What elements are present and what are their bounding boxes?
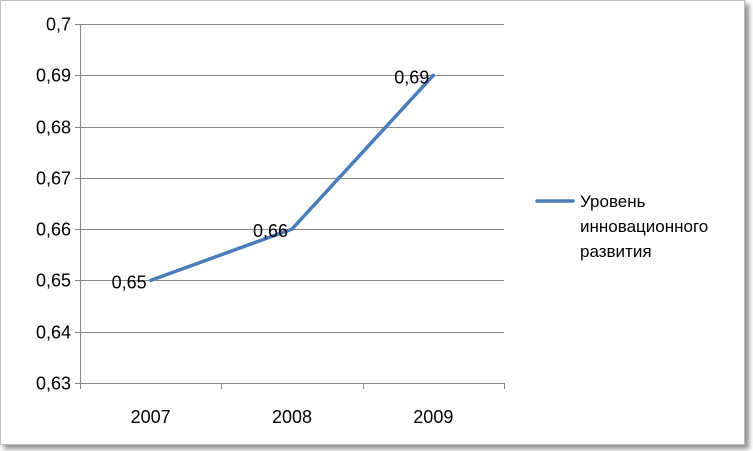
data-label: 0,65 — [112, 272, 147, 292]
y-tick-labels: 0,63 0,64 0,65 0,66 0,67 0,68 0,69 0,7 — [36, 15, 71, 394]
series-lines — [148, 73, 436, 283]
y-tick-label: 0,67 — [36, 169, 71, 189]
series-line — [148, 73, 436, 283]
axes — [75, 24, 505, 389]
x-tick-label: 2008 — [272, 407, 312, 427]
y-tick-label: 0,69 — [36, 66, 71, 86]
data-labels: 0,65 0,66 0,69 — [112, 67, 430, 292]
data-label: 0,66 — [253, 221, 288, 241]
y-tick-label: 0,7 — [46, 15, 71, 35]
y-tick-label: 0,64 — [36, 323, 71, 343]
y-tick-label: 0,68 — [36, 118, 71, 138]
x-tick-label: 2009 — [413, 407, 453, 427]
legend-label: развития — [580, 242, 652, 261]
legend-label: инновационного — [580, 217, 708, 236]
y-tick-label: 0,66 — [36, 220, 71, 240]
x-tick-labels: 2007 2008 2009 — [131, 407, 454, 427]
legend-label: Уровень — [580, 192, 646, 211]
y-tick-label: 0,65 — [36, 271, 71, 291]
data-label: 0,69 — [394, 67, 429, 87]
x-tick-label: 2007 — [131, 407, 171, 427]
y-tick-label: 0,63 — [36, 374, 71, 394]
legend: Уровень инновационного развития — [535, 192, 708, 261]
chart-frame — [0, 0, 745, 445]
